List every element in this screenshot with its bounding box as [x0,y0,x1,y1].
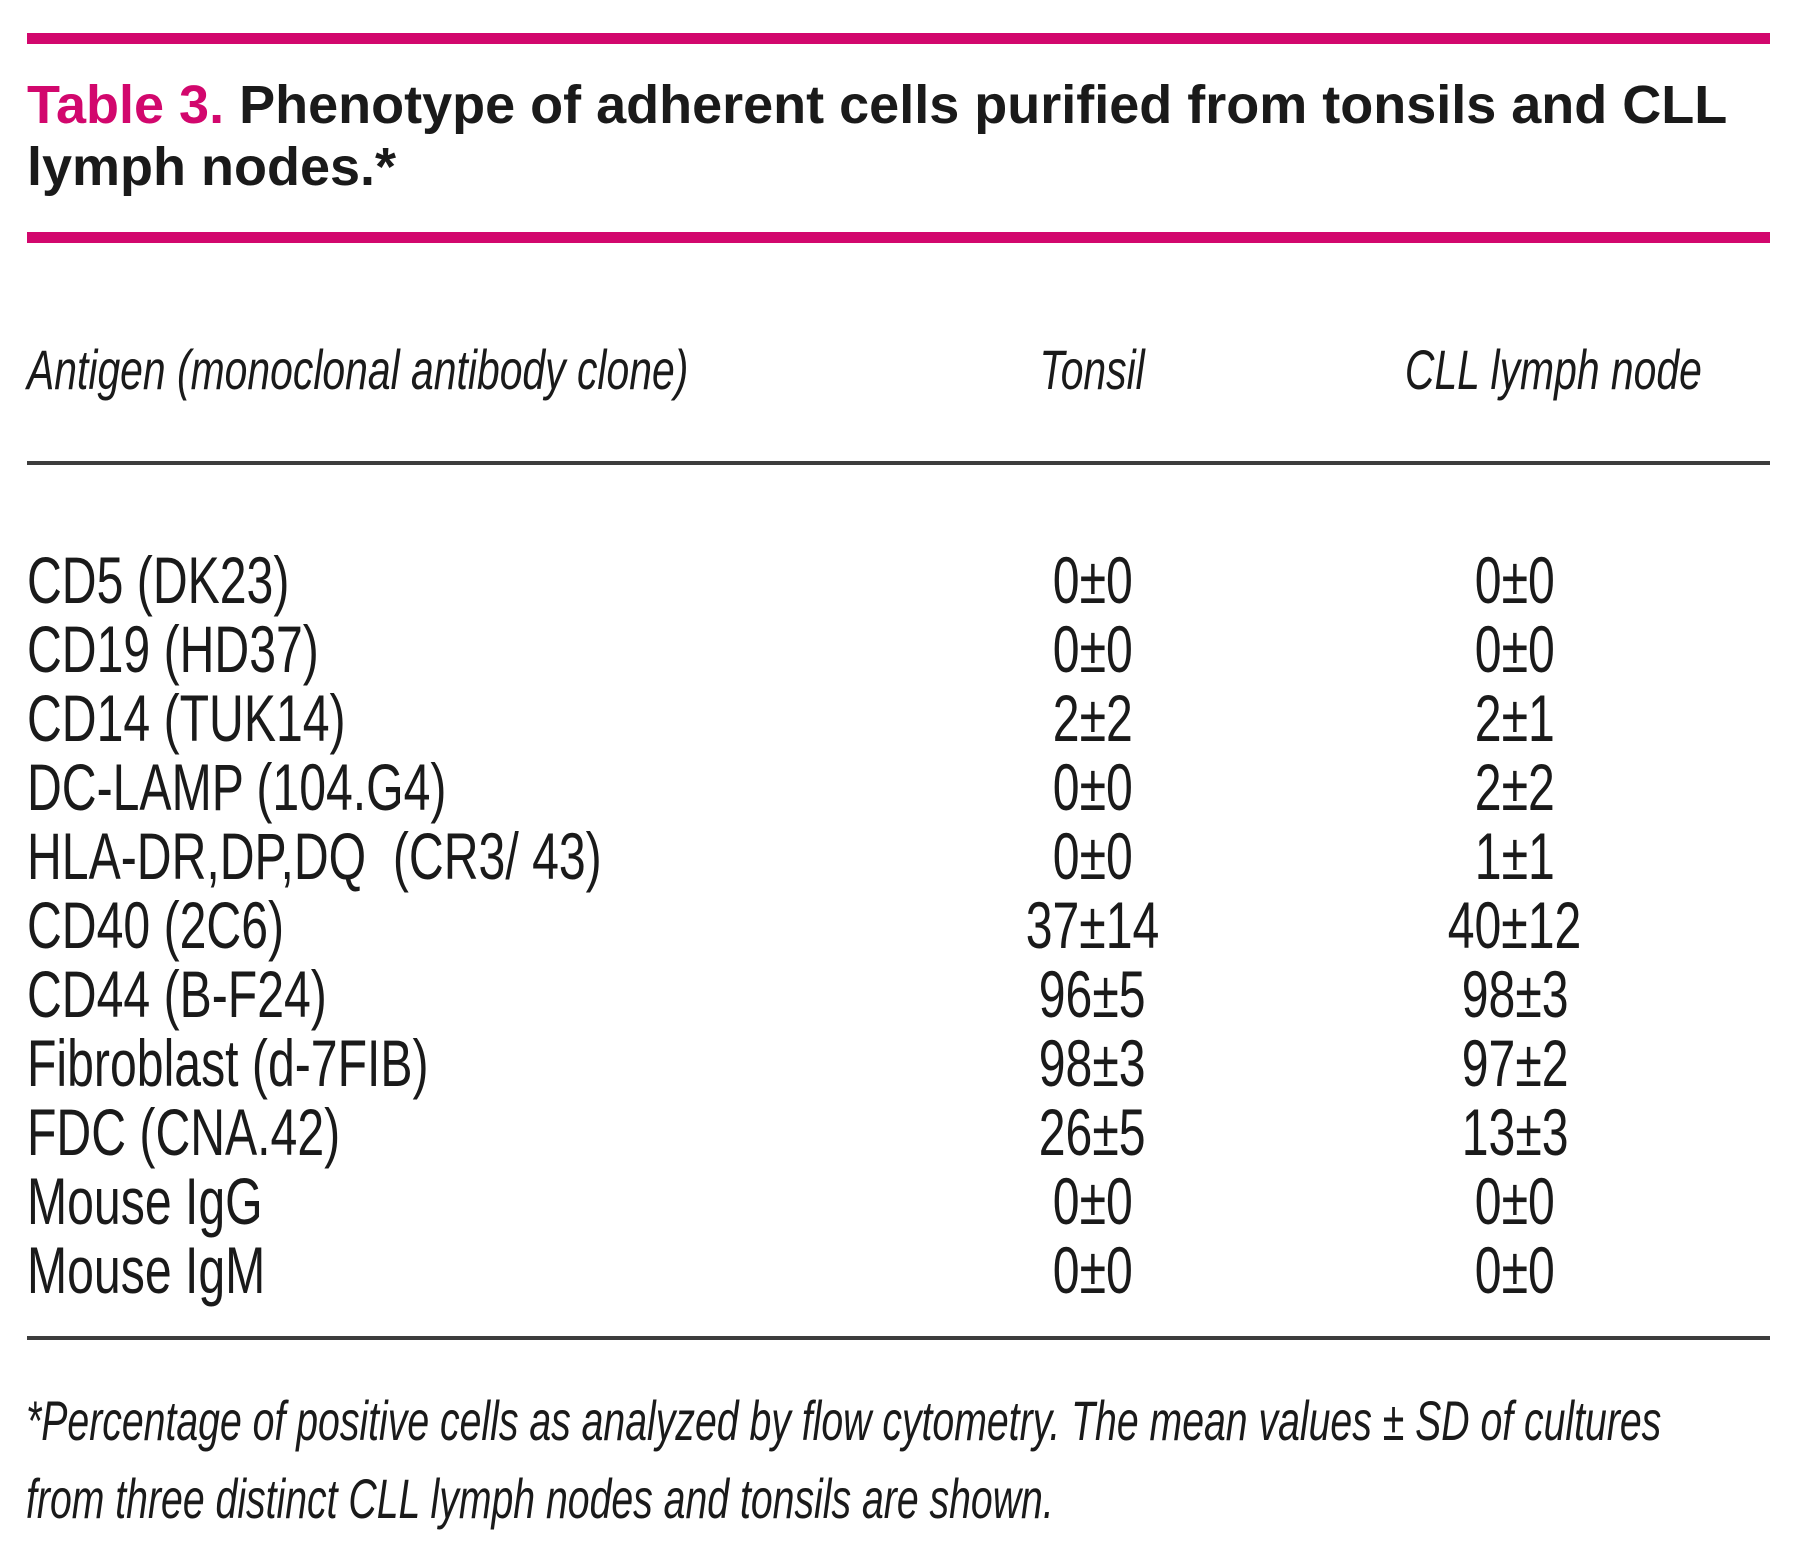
table-row: CD19 (HD37) 0±0 0±0 [0,615,1800,684]
cll-value: 40±12 [1448,888,1582,962]
tonsil-value-cell: 2±2 [920,684,1265,753]
column-header-tonsil: Tonsil [1039,338,1146,401]
tonsil-value-cell: 0±0 [920,546,1265,615]
table-row: CD14 (TUK14) 2±2 2±1 [0,684,1800,753]
cll-value: 0±0 [1474,543,1556,617]
header-cell-tonsil: Tonsil [920,340,1265,400]
antigen-cell: HLA-DR,DP,DQ (CR3/ 43) [27,822,907,891]
table-title-text: Phenotype of adherent cells purified fro… [27,75,1727,197]
tonsil-value-cell: 0±0 [920,1236,1265,1305]
tonsil-value-cell: 98±3 [920,1029,1265,1098]
tonsil-value-cell: 96±5 [920,960,1265,1029]
antigen-cell: CD5 (DK23) [27,546,907,615]
tonsil-value-cell: 37±14 [920,891,1265,960]
column-header-cll-lymph-node: CLL lymph node [1404,338,1702,401]
cll-value: 1±1 [1474,819,1556,893]
footer-divider [27,1336,1770,1340]
table-row: DC-LAMP (104.G4) 0±0 2±2 [0,753,1800,822]
cll-value: 0±0 [1474,1164,1556,1238]
tonsil-value: 37±14 [1025,888,1160,962]
antigen-label: Fibroblast (d-7FIB) [27,1026,429,1100]
table-body: CD5 (DK23) 0±0 0±0 CD19 (HD37) 0±0 0±0 C… [0,546,1800,1305]
cll-value-cell: 40±12 [1350,891,1680,960]
header-cell-cll: CLL lymph node [1350,340,1702,400]
antigen-label: CD5 (DK23) [27,543,290,617]
tonsil-value-cell: 0±0 [920,1167,1265,1236]
header-divider [27,461,1770,465]
antigen-label: FDC (CNA.42) [27,1095,341,1169]
cll-value-cell: 13±3 [1350,1098,1680,1167]
antigen-cell: FDC (CNA.42) [27,1098,907,1167]
tonsil-value: 0±0 [1052,543,1133,617]
table-header-row: Antigen (monoclonal antibody clone) Tons… [0,340,1800,400]
column-header-antigen: Antigen (monoclonal antibody clone) [27,338,689,401]
antigen-label: HLA-DR,DP,DQ (CR3/ 43) [27,819,602,893]
table-row: Mouse IgM 0±0 0±0 [0,1236,1800,1305]
antigen-cell: CD14 (TUK14) [27,684,907,753]
tonsil-value-cell: 0±0 [920,822,1265,891]
tonsil-value-cell: 0±0 [920,615,1265,684]
table-row: CD44 (B-F24) 96±5 98±3 [0,960,1800,1029]
antigen-cell: CD40 (2C6) [27,891,907,960]
table-row: HLA-DR,DP,DQ (CR3/ 43) 0±0 1±1 [0,822,1800,891]
antigen-label: CD40 (2C6) [27,888,285,962]
tonsil-value: 26±5 [1039,1095,1146,1169]
cll-value: 97±2 [1461,1026,1569,1100]
table-title: Table 3. Phenotype of adherent cells pur… [27,74,1770,198]
accent-rule-top [27,33,1770,44]
antigen-cell: DC-LAMP (104.G4) [27,753,907,822]
cll-value: 0±0 [1474,1233,1556,1307]
cll-value-cell: 1±1 [1350,822,1680,891]
antigen-label: Mouse IgG [27,1164,263,1238]
accent-rule-bottom [27,232,1770,243]
antigen-label: CD14 (TUK14) [27,681,346,755]
tonsil-value: 0±0 [1052,819,1133,893]
tonsil-value: 0±0 [1052,750,1133,824]
cll-value: 0±0 [1474,612,1556,686]
tonsil-value: 98±3 [1039,1026,1146,1100]
cll-value-cell: 0±0 [1350,1236,1680,1305]
cll-value-cell: 2±2 [1350,753,1680,822]
cll-value: 2±1 [1474,681,1556,755]
tonsil-value: 0±0 [1052,1233,1133,1307]
header-cell-antigen: Antigen (monoclonal antibody clone) [27,340,907,400]
antigen-cell: CD44 (B-F24) [27,960,907,1029]
cll-value-cell: 0±0 [1350,546,1680,615]
cll-value-cell: 2±1 [1350,684,1680,753]
antigen-cell: CD19 (HD37) [27,615,907,684]
tonsil-value: 2±2 [1052,681,1133,755]
tonsil-value: 0±0 [1052,1164,1133,1238]
antigen-label: Mouse IgM [27,1233,266,1307]
cll-value-cell: 97±2 [1350,1029,1680,1098]
cll-value: 2±2 [1474,750,1556,824]
table-footnote: *Percentage of positive cells as analyze… [26,1382,1800,1538]
antigen-cell: Mouse IgM [27,1236,907,1305]
antigen-label: DC-LAMP (104.G4) [27,750,447,824]
table-row: Fibroblast (d-7FIB) 98±3 97±2 [0,1029,1800,1098]
tonsil-value: 96±5 [1039,957,1146,1031]
table-row: Mouse IgG 0±0 0±0 [0,1167,1800,1236]
cll-value-cell: 98±3 [1350,960,1680,1029]
cll-value-cell: 0±0 [1350,1167,1680,1236]
table-number: Table 3. [27,75,225,135]
antigen-cell: Fibroblast (d-7FIB) [27,1029,907,1098]
table-row: CD5 (DK23) 0±0 0±0 [0,546,1800,615]
cll-value: 13±3 [1461,1095,1569,1169]
antigen-label: CD44 (B-F24) [27,957,327,1031]
cll-value: 98±3 [1461,957,1569,1031]
table-row: CD40 (2C6) 37±14 40±12 [0,891,1800,960]
antigen-cell: Mouse IgG [27,1167,907,1236]
tonsil-value-cell: 26±5 [920,1098,1265,1167]
cll-value-cell: 0±0 [1350,615,1680,684]
tonsil-value: 0±0 [1052,612,1133,686]
footnote-text: *Percentage of positive cells as analyze… [26,1389,1662,1530]
antigen-label: CD19 (HD37) [27,612,319,686]
table-row: FDC (CNA.42) 26±5 13±3 [0,1098,1800,1167]
tonsil-value-cell: 0±0 [920,753,1265,822]
